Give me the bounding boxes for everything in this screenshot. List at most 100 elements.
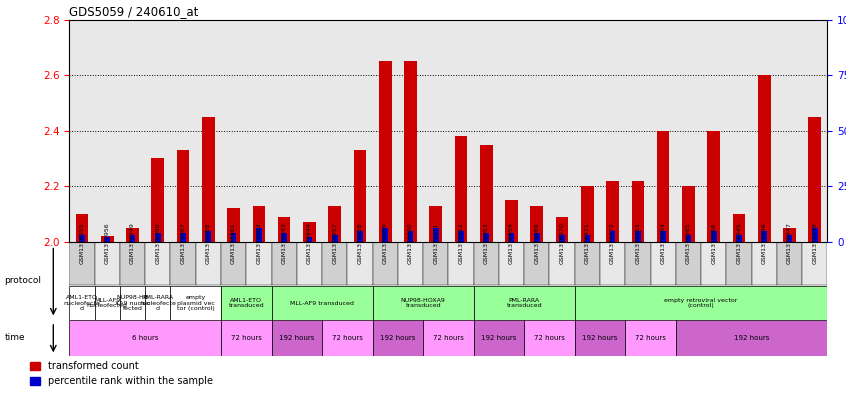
Bar	[433, 228, 438, 242]
Bar	[69, 242, 95, 285]
Text: GSM1376963: GSM1376963	[635, 222, 640, 264]
Bar	[151, 158, 164, 242]
Text: GSM1376943: GSM1376943	[282, 222, 287, 264]
Bar	[177, 150, 190, 242]
Bar	[474, 286, 574, 320]
Bar	[559, 235, 565, 242]
Bar	[777, 242, 802, 285]
Text: empty
plasmid vec
tor (control): empty plasmid vec tor (control)	[177, 295, 215, 311]
Bar	[758, 75, 771, 242]
Text: PML-RARA
transduced: PML-RARA transduced	[507, 298, 542, 309]
Bar	[408, 231, 414, 242]
Text: GSM1376965: GSM1376965	[686, 222, 691, 264]
Bar	[625, 320, 676, 356]
Bar	[195, 242, 221, 285]
Bar	[101, 236, 113, 242]
Bar	[231, 233, 236, 242]
Text: GSM1376946: GSM1376946	[761, 222, 766, 264]
Bar	[277, 217, 290, 242]
Text: GSM1376961: GSM1376961	[231, 222, 236, 264]
Bar	[632, 181, 644, 242]
Bar	[727, 242, 751, 285]
Bar	[549, 242, 574, 285]
Bar	[711, 231, 717, 242]
Bar	[372, 286, 474, 320]
Bar	[423, 242, 448, 285]
Bar	[574, 320, 625, 356]
Bar	[508, 233, 514, 242]
Text: GSM1376970: GSM1376970	[559, 222, 564, 264]
Bar	[474, 320, 525, 356]
Bar	[809, 117, 821, 242]
Bar	[783, 228, 796, 242]
Bar	[483, 233, 489, 242]
Text: GSM1376957: GSM1376957	[332, 222, 338, 264]
Bar	[332, 235, 338, 242]
Bar	[404, 61, 417, 242]
Text: GDS5059 / 240610_at: GDS5059 / 240610_at	[69, 6, 199, 18]
Bar	[454, 136, 467, 242]
Bar	[306, 237, 312, 242]
Bar	[430, 206, 442, 242]
Text: PML-RARA
nucleofecte
d: PML-RARA nucleofecte d	[140, 295, 176, 311]
Bar	[701, 242, 727, 285]
Text: MLL-AF9 transduced: MLL-AF9 transduced	[290, 301, 354, 305]
Text: GSM1376966: GSM1376966	[711, 222, 717, 264]
Bar	[303, 222, 316, 242]
Bar	[676, 242, 701, 285]
Text: 72 hours: 72 hours	[635, 335, 666, 341]
Bar	[610, 231, 615, 242]
Bar	[120, 286, 146, 320]
Text: time: time	[4, 334, 25, 342]
Bar	[600, 242, 625, 285]
Bar	[574, 286, 827, 320]
Bar	[348, 242, 372, 285]
Bar	[272, 320, 322, 356]
Bar	[607, 181, 619, 242]
Bar	[707, 130, 720, 242]
Bar	[357, 231, 363, 242]
Text: 72 hours: 72 hours	[231, 335, 261, 341]
Text: 72 hours: 72 hours	[534, 335, 565, 341]
Text: AML1-ETO
nucleofecte
d: AML1-ETO nucleofecte d	[63, 295, 101, 311]
Bar	[474, 242, 499, 285]
Bar	[104, 237, 110, 242]
Bar	[126, 228, 139, 242]
Text: 72 hours: 72 hours	[433, 335, 464, 341]
Bar	[656, 130, 669, 242]
Bar	[459, 231, 464, 242]
Bar	[581, 186, 594, 242]
Bar	[129, 235, 135, 242]
Bar	[534, 233, 540, 242]
Text: 192 hours: 192 hours	[582, 335, 618, 341]
Bar	[146, 242, 170, 285]
Text: GSM1376967: GSM1376967	[180, 222, 185, 264]
Bar	[354, 150, 366, 242]
Bar	[228, 208, 240, 242]
Bar	[676, 320, 827, 356]
Bar	[398, 242, 423, 285]
Bar	[322, 320, 372, 356]
Bar	[221, 320, 272, 356]
Text: GSM1376952: GSM1376952	[459, 222, 464, 264]
Bar	[221, 242, 246, 285]
Text: GSM1376949: GSM1376949	[130, 222, 135, 264]
Bar	[448, 242, 474, 285]
Bar	[661, 231, 666, 242]
Text: GSM1376969: GSM1376969	[535, 222, 539, 264]
Bar	[120, 242, 146, 285]
Bar	[372, 320, 423, 356]
Text: 72 hours: 72 hours	[332, 335, 363, 341]
Bar	[651, 242, 676, 285]
Bar	[787, 235, 793, 242]
Text: GSM1376955: GSM1376955	[80, 222, 85, 264]
Text: GSM1376959: GSM1376959	[382, 222, 387, 264]
Bar	[75, 214, 88, 242]
Bar	[69, 286, 95, 320]
Bar	[322, 242, 348, 285]
Text: NUP98-HOXA9
transduced: NUP98-HOXA9 transduced	[401, 298, 446, 309]
Text: 6 hours: 6 hours	[132, 335, 158, 341]
Bar	[530, 206, 543, 242]
Text: GSM1376972: GSM1376972	[610, 222, 615, 264]
Bar	[272, 242, 297, 285]
